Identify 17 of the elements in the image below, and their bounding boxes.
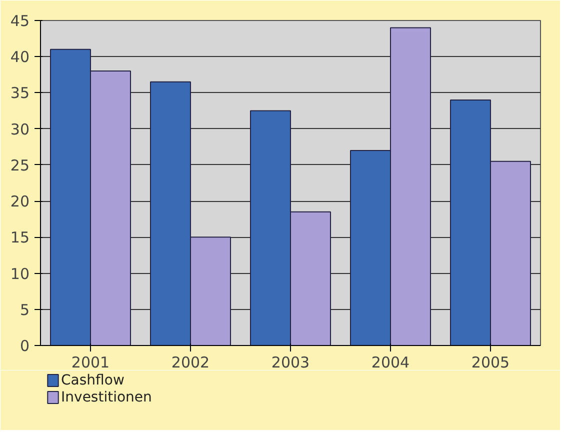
y-tick-label: 15	[10, 228, 30, 247]
x-tick-label: 2005	[471, 354, 510, 372]
y-tick-label: 40	[10, 48, 30, 66]
x-tick-label: 2003	[271, 354, 310, 372]
y-tick-label: 20	[10, 192, 30, 211]
y-tick-label: 10	[10, 264, 30, 283]
y-tick-label: 35	[10, 84, 30, 102]
x-tick-label: 2002	[171, 354, 210, 372]
x-tick-label: 2001	[71, 354, 110, 372]
legend-label: Investitionen	[61, 390, 152, 406]
y-tick-label: 30	[10, 120, 30, 138]
y-tick-label: 25	[10, 156, 30, 174]
legend-label: Cashflow	[61, 372, 124, 388]
y-tick-label: 45	[10, 12, 30, 30]
x-tick-label: 2004	[371, 354, 410, 372]
y-tick-label: 0	[20, 337, 30, 355]
y-tick-label: 5	[20, 300, 30, 319]
